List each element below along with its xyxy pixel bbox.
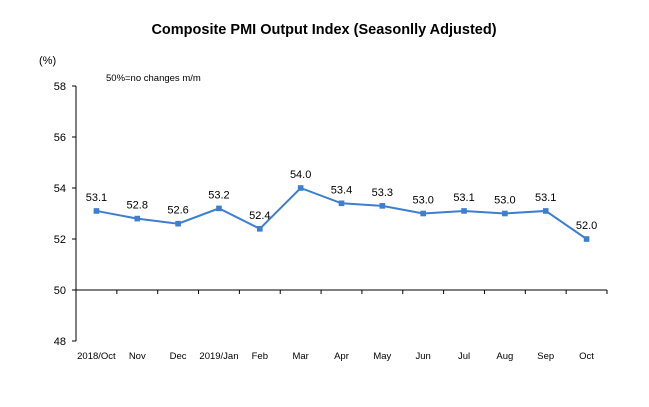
data-label: 53.1	[453, 192, 474, 204]
data-point	[297, 185, 304, 191]
x-tick-label: Sep	[537, 351, 554, 362]
x-tick-label: Feb	[252, 351, 268, 362]
data-label: 52.6	[167, 205, 188, 217]
x-tick-label: 2018/Oct	[77, 351, 116, 362]
x-tick-label: May	[373, 351, 391, 362]
data-label: 52.4	[249, 210, 270, 222]
data-point	[379, 203, 386, 209]
y-tick-label: 56	[54, 132, 66, 144]
x-tick-label: Nov	[129, 351, 146, 362]
data-point	[583, 236, 590, 242]
y-axis-unit-label: (%)	[39, 55, 56, 67]
x-tick-label: Mar	[292, 351, 308, 362]
data-point	[134, 215, 141, 222]
data-label: 52.0	[576, 220, 597, 232]
baseline-note: 50%=no changes m/m	[106, 73, 201, 84]
data-label: 53.1	[535, 192, 556, 204]
y-tick-label: 54	[54, 183, 66, 195]
data-point	[338, 200, 345, 207]
data-label: 54.0	[290, 169, 311, 181]
chart-title: Composite PMI Output Index (Seasonlly Ad…	[151, 22, 496, 38]
data-point	[175, 220, 181, 227]
data-label: 53.3	[372, 187, 393, 199]
y-tick-label: 58	[54, 81, 66, 93]
y-tick-label: 52	[54, 234, 66, 246]
x-tick-label: 2019/Jan	[199, 351, 238, 362]
data-point	[542, 208, 549, 214]
x-axis-ticks: 2018/Oct Nov Dec 2019/Jan Feb Mar Apr May Jun Jul…	[75, 290, 608, 362]
data-label: 53.0	[494, 195, 515, 207]
y-tick-label: 48	[54, 336, 66, 348]
data-point	[257, 226, 263, 232]
data-labels: 53.1 52.8 52.6 53.2 52.4 54.0 53.4 53.3 53.0 53.1…	[86, 169, 598, 232]
x-tick-label: Jul	[458, 351, 470, 362]
data-label: 53.4	[331, 184, 352, 196]
y-tick-label: 50	[54, 285, 66, 297]
data-label: 53.1	[86, 192, 107, 204]
data-point	[502, 210, 508, 217]
data-point	[93, 208, 100, 214]
x-tick-label: Apr	[334, 351, 349, 362]
x-tick-label: Dec	[170, 351, 187, 362]
data-point	[216, 205, 222, 212]
y-axis-ticks: 48 50 52 54 56 58	[54, 81, 76, 348]
data-point	[461, 208, 467, 214]
data-label: 53.2	[208, 189, 229, 201]
series-layer	[93, 185, 590, 242]
data-label: 52.8	[127, 200, 148, 212]
data-label: 53.0	[412, 195, 433, 207]
x-tick-label: Oct	[579, 351, 594, 362]
data-point	[420, 210, 426, 217]
x-tick-label: Jun	[416, 351, 431, 362]
axes	[75, 86, 607, 341]
x-tick-label: Aug	[496, 351, 513, 362]
